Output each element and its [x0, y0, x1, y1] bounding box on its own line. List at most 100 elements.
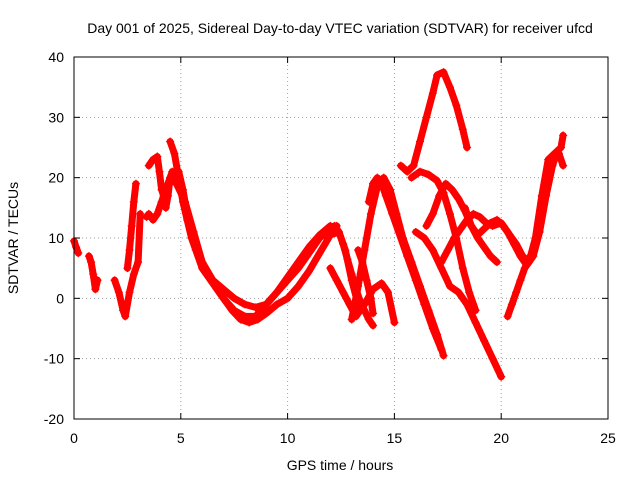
data-point-marker: [428, 89, 437, 98]
data-point-marker: [450, 234, 459, 242]
data-point-marker: [437, 345, 446, 354]
data-point-marker: [174, 167, 183, 176]
data-point-marker: [354, 282, 363, 291]
data-point-marker: [144, 209, 153, 218]
data-point-marker: [204, 270, 213, 279]
x-tick-label: 0: [70, 430, 78, 446]
data-point-marker: [364, 197, 373, 206]
data-point-marker: [153, 209, 162, 218]
data-point-marker: [428, 324, 437, 333]
data-point-marker: [347, 315, 356, 324]
data-point-marker: [170, 149, 179, 158]
x-axis-label: GPS time / hours: [287, 457, 394, 473]
y-tick-label: 30: [48, 109, 64, 125]
data-point-marker: [422, 113, 431, 122]
data-point-marker: [347, 270, 356, 279]
data-point-marker: [492, 215, 501, 224]
series-arc-3: [110, 209, 145, 321]
y-tick-labels: -20 -10 0 10 20 30 40: [44, 49, 64, 427]
data-point-marker: [512, 240, 521, 249]
data-point-marker: [458, 264, 467, 273]
data-point-marker: [433, 71, 442, 80]
data-point-marker: [125, 288, 134, 297]
data-point-marker: [149, 215, 158, 224]
series-layer: [70, 68, 568, 381]
data-point-marker: [497, 372, 506, 381]
data-point-marker: [366, 294, 375, 303]
data-point-marker: [343, 255, 352, 264]
series-arc-16: [411, 227, 506, 381]
data-point-marker: [467, 221, 476, 230]
data-point-marker: [422, 221, 431, 230]
data-point-marker: [364, 315, 373, 324]
data-point-marker: [486, 218, 495, 227]
data-point-marker: [87, 258, 96, 267]
x-tick-label: 10: [280, 430, 296, 446]
data-point-marker: [520, 264, 529, 273]
data-point-marker: [294, 258, 303, 267]
data-point-marker: [129, 270, 138, 279]
series-arc-2: [84, 252, 102, 294]
y-tick-label: -20: [44, 411, 64, 427]
data-point-marker: [383, 288, 392, 297]
data-point-marker: [420, 300, 429, 309]
data-point-marker: [516, 276, 525, 285]
data-point-marker: [187, 227, 196, 236]
data-point-marker: [191, 240, 200, 249]
data-point-marker: [166, 137, 175, 146]
data-point-marker: [403, 167, 412, 176]
data-point-marker: [409, 161, 418, 170]
data-point-marker: [144, 161, 153, 170]
y-tick-label: 40: [48, 49, 64, 65]
data-point-marker: [445, 282, 454, 291]
data-point-marker: [416, 167, 425, 176]
data-point-marker: [245, 318, 254, 327]
x-tick-label: 25: [600, 430, 616, 446]
data-point-marker: [492, 258, 501, 267]
data-point-marker: [433, 176, 442, 185]
series-arc-20: [503, 149, 568, 321]
data-point-marker: [420, 234, 429, 242]
data-point-marker: [454, 194, 463, 203]
data-point-marker: [503, 312, 512, 321]
data-point-marker: [559, 131, 568, 140]
data-point-marker: [121, 312, 130, 321]
x-tick-label: 5: [177, 430, 185, 446]
data-point-marker: [428, 209, 437, 218]
x-tick-label: 15: [387, 430, 403, 446]
grid-lines: [74, 57, 608, 419]
data-point-marker: [390, 318, 399, 327]
series-trace: [111, 210, 144, 320]
chart-title: Day 001 of 2025, Sidereal Day-to-day VTE…: [87, 20, 593, 36]
data-point-marker: [465, 288, 474, 297]
data-point-marker: [360, 246, 369, 255]
data-point-marker: [469, 209, 478, 218]
data-point-marker: [304, 243, 313, 252]
series-trace: [422, 180, 501, 266]
data-point-marker: [131, 179, 140, 188]
data-point-marker: [486, 252, 495, 261]
data-point-marker: [377, 179, 386, 188]
data-point-marker: [210, 282, 219, 291]
data-point-marker: [362, 276, 371, 285]
data-point-marker: [377, 279, 386, 288]
data-point-marker: [411, 276, 420, 285]
data-point-marker: [360, 306, 369, 315]
data-point-marker: [499, 221, 508, 230]
data-point-marker: [119, 306, 128, 315]
data-point-marker: [326, 230, 335, 239]
data-point-marker: [542, 185, 551, 194]
data-point-marker: [424, 170, 433, 179]
data-point-marker: [559, 161, 568, 170]
series-trace: [326, 264, 398, 326]
data-point-marker: [262, 300, 271, 309]
data-point-marker: [439, 351, 448, 360]
data-point-marker: [72, 243, 81, 252]
data-point-marker: [471, 318, 480, 327]
data-point-marker: [369, 179, 378, 188]
data-point-marker: [339, 240, 348, 249]
data-point-marker: [458, 125, 467, 134]
data-point-marker: [411, 227, 420, 236]
data-point-marker: [161, 185, 170, 194]
data-point-marker: [428, 246, 437, 255]
